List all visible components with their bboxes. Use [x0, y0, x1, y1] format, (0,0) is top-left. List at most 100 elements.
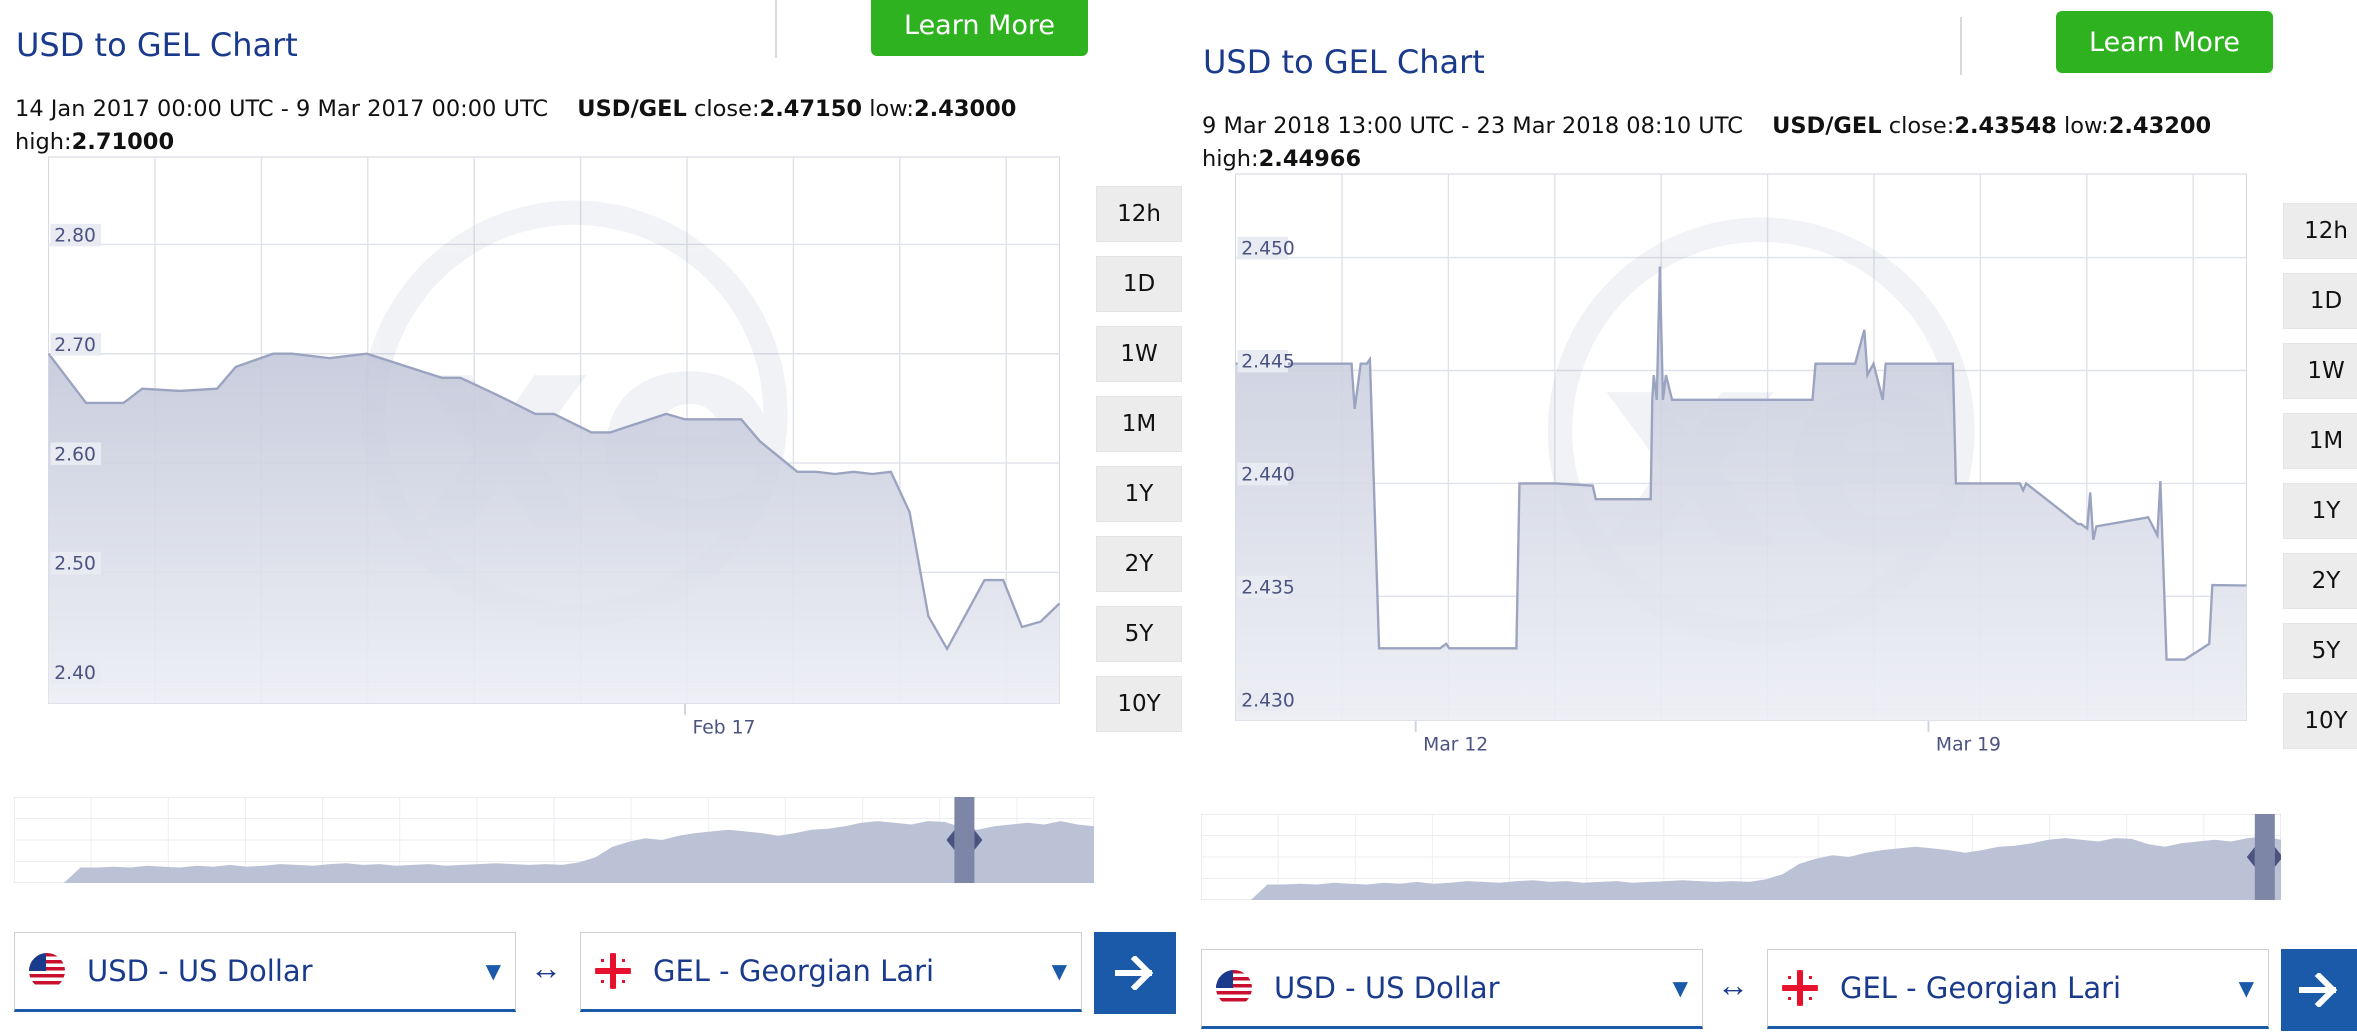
- range-navigator-svg[interactable]: [13, 796, 1095, 884]
- arrow-right-icon: [2299, 973, 2338, 1007]
- y-tick-label: 2.80: [54, 226, 96, 247]
- navigator-area: [1201, 836, 2281, 900]
- y-tick-label-bg: [1237, 688, 1289, 712]
- from-currency-label: USD - US Dollar: [87, 954, 313, 988]
- y-tick-label-bg: [50, 551, 102, 575]
- header-divider: [1960, 17, 1962, 75]
- arrow-right-icon: [1115, 956, 1154, 990]
- navigator-handle: [954, 797, 975, 883]
- series-area: [48, 353, 1060, 704]
- high-value: 2.71000: [71, 129, 175, 155]
- y-tick-label: 2.430: [1241, 690, 1295, 711]
- range-navigator[interactable]: [1200, 813, 2283, 901]
- from-currency-select[interactable]: USD - US Dollar ▼: [1201, 949, 1703, 1029]
- series-area: [1235, 266, 2247, 721]
- low-label: low:: [869, 96, 914, 122]
- navigator-handle-right-arrow: [2274, 847, 2283, 867]
- close-value: 2.43548: [1954, 113, 2057, 139]
- us-flag-icon: [29, 953, 65, 989]
- y-tick-label: 2.450: [1241, 239, 1295, 260]
- convert-button[interactable]: [1094, 932, 1176, 1014]
- currency-pair: USD/GEL: [1772, 113, 1882, 139]
- timeframe-1m[interactable]: 1M: [2283, 413, 2357, 469]
- y-tick-label: 2.440: [1241, 465, 1295, 486]
- series-line: [1235, 266, 2247, 661]
- learn-more-button[interactable]: Learn More: [871, 0, 1088, 56]
- timeframe-1m[interactable]: 1M: [1096, 396, 1182, 452]
- timeframe-5y[interactable]: 5Y: [1096, 606, 1182, 662]
- chevron-down-icon: ▼: [2238, 976, 2254, 1000]
- to-currency-select[interactable]: GEL - Georgian Lari ▼: [580, 932, 1082, 1012]
- convert-button[interactable]: [2281, 949, 2357, 1031]
- rate-chart[interactable]: xe 2.80 2.70 2.60 2.50 2.40 Feb 17: [14, 156, 1094, 741]
- timeframe-1y[interactable]: 1Y: [1096, 466, 1182, 522]
- range-navigator-svg[interactable]: [1200, 813, 2283, 901]
- to-currency-label: GEL - Georgian Lari: [653, 954, 935, 988]
- close-label: close:: [1888, 113, 1955, 139]
- us-flag-icon: [1216, 970, 1252, 1006]
- navigator-handle: [2254, 814, 2275, 900]
- chart-title: USD to GEL Chart: [1203, 43, 1485, 81]
- chart-summary: 14 Jan 2017 00:00 UTC - 9 Mar 2017 00:00…: [15, 93, 1095, 159]
- georgia-flag-icon: [1782, 970, 1818, 1006]
- y-tick-label-bg: [50, 333, 102, 356]
- low-value: 2.43200: [2108, 113, 2212, 139]
- timeframe-12h[interactable]: 12h: [1096, 186, 1182, 242]
- range-navigator[interactable]: [13, 796, 1095, 884]
- y-tick-label: 2.445: [1241, 352, 1295, 373]
- date-range: 9 Mar 2018 13:00 UTC - 23 Mar 2018 08:10…: [1202, 113, 1743, 139]
- y-tick-label-bg: [1237, 236, 1289, 260]
- close-label: close:: [694, 96, 760, 122]
- x-tick-label: Mar 12: [1423, 735, 1488, 756]
- timeframe-2y[interactable]: 2Y: [2283, 553, 2357, 609]
- chart-summary: 9 Mar 2018 13:00 UTC - 23 Mar 2018 08:10…: [1202, 110, 2282, 176]
- currency-pair: USD/GEL: [577, 96, 687, 122]
- y-tick-label-bg: [1237, 575, 1289, 599]
- low-label: low:: [2063, 113, 2109, 139]
- georgia-flag-icon: [595, 953, 631, 989]
- timeframe-1w[interactable]: 1W: [1096, 326, 1182, 382]
- y-tick-label-bg: [50, 223, 102, 247]
- to-currency-select[interactable]: GEL - Georgian Lari ▼: [1767, 949, 2269, 1029]
- series-line: [47, 352, 1061, 652]
- timeframe-2y[interactable]: 2Y: [1096, 536, 1182, 592]
- y-tick-label-bg: [50, 661, 102, 684]
- y-tick-label-bg: [1237, 462, 1289, 486]
- timeframe-10y[interactable]: 10Y: [1096, 676, 1182, 732]
- chart-title: USD to GEL Chart: [16, 26, 298, 64]
- timeframe-1d[interactable]: 1D: [2283, 273, 2357, 329]
- y-tick-label: 2.60: [54, 444, 96, 465]
- high-value: 2.44966: [1258, 146, 1362, 172]
- learn-more-button[interactable]: Learn More: [2056, 11, 2273, 73]
- to-currency-label: GEL - Georgian Lari: [1840, 971, 2122, 1005]
- y-tick-label-bg: [1237, 349, 1289, 373]
- chevron-down-icon: ▼: [1672, 976, 1688, 1000]
- y-tick-label: 2.40: [54, 663, 96, 684]
- x-tick-label: Mar 19: [1936, 735, 2001, 756]
- navigator-handle-left-arrow: [946, 830, 955, 850]
- chart-panel-left: USD to GEL Chart Learn More 14 Jan 2017 …: [0, 0, 1182, 1018]
- chevron-down-icon: ▼: [485, 959, 501, 983]
- timeframe-5y[interactable]: 5Y: [2283, 623, 2357, 679]
- timeframe-1w[interactable]: 1W: [2283, 343, 2357, 399]
- from-currency-label: USD - US Dollar: [1274, 971, 1500, 1005]
- low-value: 2.43000: [913, 96, 1017, 122]
- y-tick-label: 2.70: [54, 335, 96, 356]
- swap-currencies-icon[interactable]: ↔: [530, 950, 562, 986]
- x-tick-label: Feb 17: [693, 718, 756, 739]
- timeframe-1d[interactable]: 1D: [1096, 256, 1182, 312]
- close-value: 2.47150: [759, 96, 863, 122]
- high-label: high:: [15, 129, 72, 155]
- swap-currencies-icon[interactable]: ↔: [1717, 967, 1749, 1003]
- chart-panel-right: USD to GEL Chart Learn More 9 Mar 2018 1…: [1187, 11, 2357, 1035]
- timeframe-12h[interactable]: 12h: [2283, 203, 2357, 259]
- from-currency-select[interactable]: USD - US Dollar ▼: [14, 932, 516, 1012]
- y-tick-label-bg: [50, 442, 102, 465]
- chevron-down-icon: ▼: [1051, 959, 1067, 983]
- timeframe-10y[interactable]: 10Y: [2283, 693, 2357, 749]
- timeframe-1y[interactable]: 1Y: [2283, 483, 2357, 539]
- date-range: 14 Jan 2017 00:00 UTC - 9 Mar 2017 00:00…: [15, 96, 549, 122]
